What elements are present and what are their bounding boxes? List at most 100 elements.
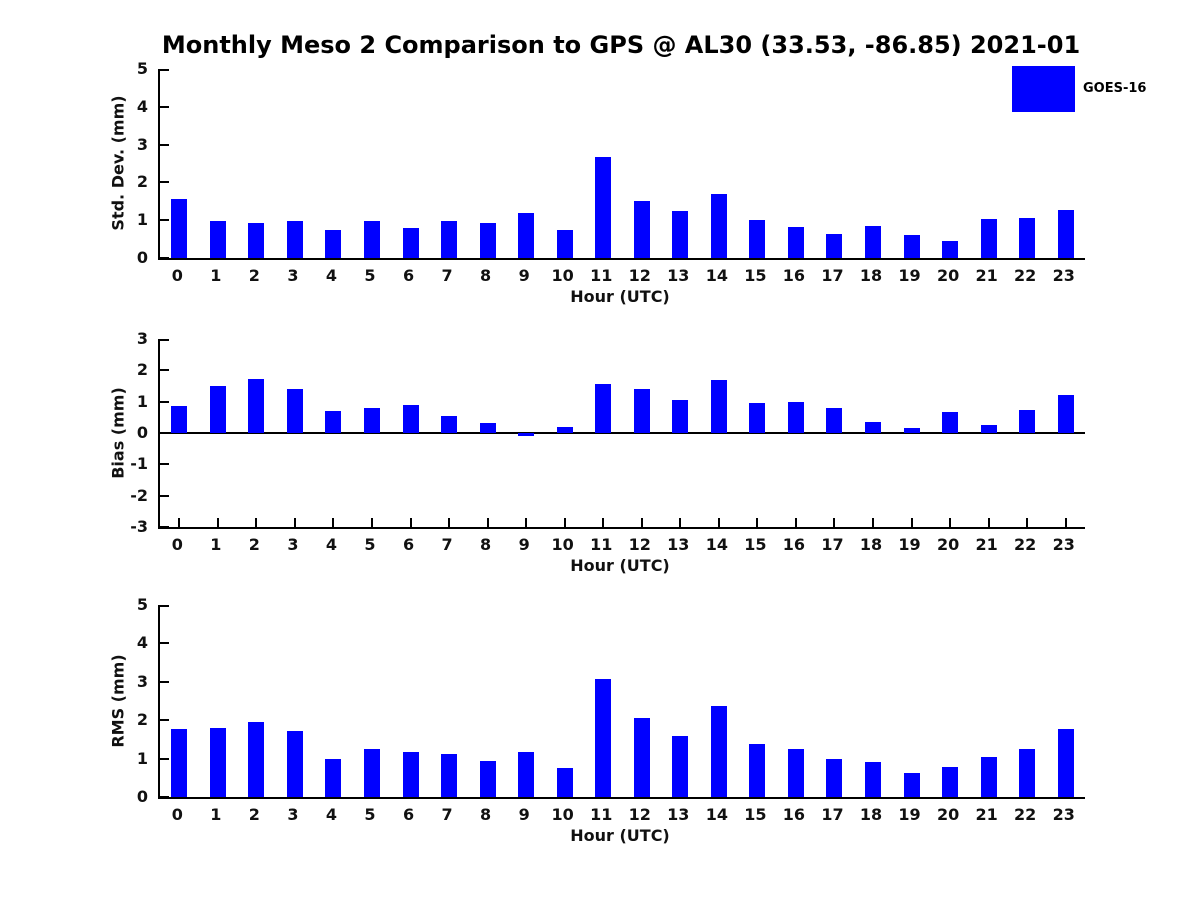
plot-area-bias: [158, 339, 1085, 529]
x-tick-mark: [370, 518, 373, 527]
y-tick-mark: [160, 680, 169, 683]
x-tick-label: 12: [628, 535, 651, 554]
x-tick-mark: [1026, 518, 1029, 527]
bar-hour-13: [672, 210, 689, 258]
x-tick-label: 15: [744, 535, 767, 554]
y-tick-label: 3: [136, 134, 148, 154]
x-tick-mark: [293, 518, 296, 527]
x-tick-label: 21: [975, 535, 998, 554]
x-tick-label: 8: [480, 805, 492, 824]
x-tick-mark: [640, 518, 643, 527]
y-tick-label: 5: [136, 595, 148, 614]
bar-hour-9: [518, 752, 535, 797]
y-tick-mark: [160, 257, 169, 259]
bar-hour-12: [633, 718, 650, 797]
y-tick-label: -1: [130, 454, 148, 474]
x-tick-label: 3: [287, 805, 299, 824]
x-tick-label: 4: [325, 266, 337, 285]
x-tick-label: 23: [1052, 535, 1075, 554]
bar-hour-4: [325, 411, 342, 433]
x-tick-mark: [987, 518, 990, 527]
y-tick-mark: [160, 605, 169, 607]
x-tick-label: 9: [518, 266, 530, 285]
bar-hour-20: [942, 767, 959, 797]
bar-hour-23: [1057, 728, 1074, 797]
x-tick-label: 22: [1014, 535, 1037, 554]
plot-area-rms: [158, 605, 1085, 799]
x-tick-label: 22: [1014, 266, 1037, 285]
bar-hour-18: [865, 762, 882, 797]
bar-hour-17: [826, 758, 843, 797]
zero-line: [160, 432, 1085, 434]
y-tick-label: 2: [136, 172, 148, 192]
y-tick-label: 2: [136, 360, 148, 380]
x-tick-mark: [216, 518, 219, 527]
y-tick-label: 2: [136, 710, 148, 730]
y-tick-label: 3: [136, 671, 148, 691]
x-tick-mark: [409, 518, 412, 527]
x-tick-label: 20: [936, 805, 960, 824]
y-tick-label: 4: [136, 96, 148, 116]
x-tick-mark: [255, 518, 258, 527]
x-tick-label: 1: [210, 266, 222, 285]
y-axis-label-rms: RMS (mm): [108, 654, 128, 748]
x-tick-label: 14: [705, 266, 728, 285]
bar-hour-16: [787, 401, 804, 433]
x-tick-label: 0: [171, 266, 183, 285]
y-tick-label: 4: [136, 633, 148, 653]
x-tick-mark: [563, 518, 566, 527]
bar-hour-9: [518, 213, 535, 258]
x-tick-mark: [910, 518, 913, 527]
bar-hour-16: [787, 227, 804, 258]
x-tick-label: 19: [898, 535, 921, 554]
y-tick-mark: [160, 400, 169, 403]
bar-hour-3: [286, 388, 303, 433]
plot-area-stddev: [158, 69, 1085, 260]
y-tick-label: 0: [136, 248, 148, 267]
x-tick-label: 8: [480, 266, 492, 285]
y-tick-label: 1: [136, 391, 148, 411]
x-tick-label: 12: [628, 805, 651, 824]
x-tick-label: 15: [744, 805, 767, 824]
x-tick-label: 21: [975, 805, 998, 824]
x-tick-mark: [679, 518, 682, 527]
y-tick-mark: [160, 757, 169, 760]
x-tick-label: 11: [590, 266, 613, 285]
x-tick-mark: [833, 518, 836, 527]
x-tick-label: 6: [402, 535, 415, 554]
x-tick-label: 18: [859, 535, 883, 554]
bar-hour-10: [556, 427, 573, 433]
x-tick-label: 20: [936, 535, 960, 554]
bar-hour-14: [710, 379, 727, 433]
bar-hour-15: [749, 403, 766, 433]
y-tick-mark: [160, 105, 169, 108]
x-tick-label: 6: [402, 266, 415, 285]
y-tick-mark: [160, 526, 169, 528]
x-tick-label: 1: [210, 535, 222, 554]
x-tick-label: 5: [364, 805, 376, 824]
y-tick-label: 0: [136, 787, 148, 806]
x-tick-label: 16: [782, 266, 806, 285]
bar-hour-4: [325, 229, 342, 258]
x-tick-label: 0: [171, 535, 183, 554]
bar-hour-12: [633, 201, 650, 258]
x-tick-label: 13: [667, 805, 690, 824]
x-tick-label: 17: [821, 535, 844, 554]
x-tick-label: 10: [551, 535, 574, 554]
bar-hour-19: [903, 235, 920, 258]
x-tick-label: 7: [441, 535, 453, 554]
bar-hour-11: [595, 157, 612, 258]
x-tick-mark: [872, 518, 875, 527]
x-tick-mark: [332, 518, 335, 527]
bar-hour-1: [209, 221, 226, 258]
bar-hour-6: [402, 404, 419, 433]
bar-hour-18: [865, 225, 882, 258]
x-tick-label: 2: [248, 805, 260, 824]
x-tick-label: 12: [628, 266, 651, 285]
bar-hour-0: [171, 406, 188, 433]
bar-hour-2: [248, 379, 265, 433]
x-tick-label: 13: [667, 266, 690, 285]
y-tick-mark: [160, 796, 169, 798]
x-tick-mark: [602, 518, 605, 527]
bar-hour-0: [171, 199, 188, 258]
